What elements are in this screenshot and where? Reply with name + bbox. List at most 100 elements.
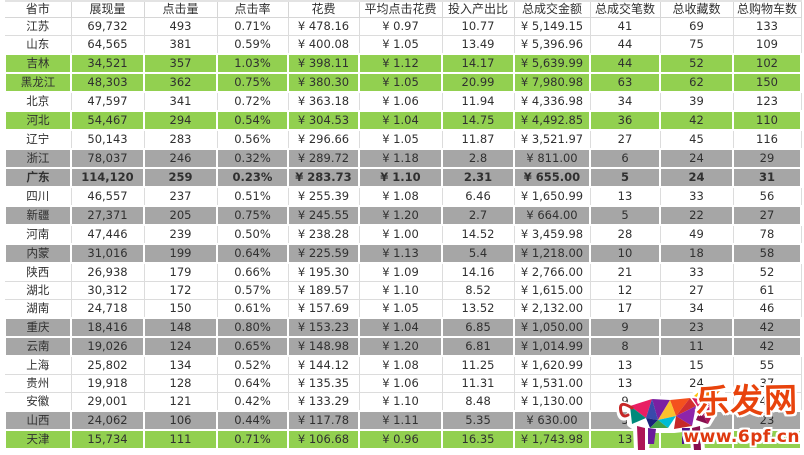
value-cell[interactable]: 31,016 — [70, 243, 145, 264]
value-cell[interactable]: ¥ 1.10 — [358, 392, 443, 412]
value-cell[interactable]: 36 — [589, 110, 661, 131]
value-cell[interactable]: 61 — [732, 281, 802, 300]
value-cell[interactable]: 0.71% — [216, 17, 289, 36]
value-cell[interactable]: 44 — [589, 53, 661, 74]
value-cell[interactable]: 55 — [732, 355, 802, 375]
province-cell[interactable]: 重庆 — [4, 317, 72, 338]
value-cell[interactable]: ¥ 1.05 — [358, 35, 443, 55]
value-cell[interactable]: 246 — [143, 148, 218, 169]
value-cell[interactable]: 27,371 — [70, 205, 145, 226]
value-cell[interactable]: ¥ 1,620.99 — [513, 355, 591, 375]
value-cell[interactable]: 63 — [589, 72, 661, 93]
value-cell[interactable]: ¥ 289.72 — [287, 148, 360, 169]
value-cell[interactable]: ¥ 630.00 — [513, 410, 591, 431]
value-cell[interactable]: ¥ 1.08 — [358, 186, 443, 207]
value-cell[interactable]: ¥ 1.06 — [358, 91, 443, 112]
value-cell[interactable]: 0.42% — [216, 392, 289, 412]
value-cell[interactable]: ¥ 106.68 — [287, 429, 360, 450]
value-cell[interactable]: 199 — [143, 243, 218, 264]
value-cell[interactable]: 10 — [589, 243, 661, 264]
value-cell[interactable]: 6 — [589, 148, 661, 169]
value-cell[interactable]: ¥ 1,743.98 — [513, 429, 591, 450]
value-cell[interactable]: 0.65% — [216, 336, 289, 357]
value-cell[interactable]: 294 — [143, 110, 218, 131]
value-cell[interactable]: 2.31 — [441, 167, 515, 188]
column-header-10[interactable]: 总购物车数 — [732, 0, 802, 18]
province-cell[interactable]: 河北 — [4, 110, 72, 131]
value-cell[interactable]: 24 — [732, 429, 802, 450]
value-cell[interactable]: ¥ 304.53 — [287, 110, 360, 131]
value-cell[interactable]: 11.87 — [441, 129, 515, 150]
value-cell[interactable]: 78,037 — [70, 148, 145, 169]
value-cell[interactable]: ¥ 2,132.00 — [513, 299, 591, 319]
value-cell[interactable]: 25,802 — [70, 355, 145, 375]
value-cell[interactable]: ¥ 1.20 — [358, 336, 443, 357]
column-header-0[interactable]: 省市 — [5, 0, 72, 18]
value-cell[interactable]: ¥ 225.59 — [287, 243, 360, 264]
value-cell[interactable]: ¥ 133.29 — [287, 392, 360, 412]
value-cell[interactable]: 29 — [732, 148, 802, 169]
value-cell[interactable]: 11 — [659, 429, 734, 450]
value-cell[interactable]: ¥ 664.00 — [513, 205, 591, 226]
value-cell[interactable]: 0.64% — [216, 374, 289, 393]
value-cell[interactable]: 29,001 — [70, 392, 145, 412]
value-cell[interactable]: ¥ 1.10 — [358, 167, 443, 188]
value-cell[interactable]: 0.57% — [216, 281, 289, 300]
value-cell[interactable]: ¥ 1.05 — [358, 129, 443, 150]
value-cell[interactable]: ¥ 5,149.15 — [513, 17, 591, 36]
value-cell[interactable]: 42 — [732, 317, 802, 338]
value-cell[interactable]: 20.99 — [441, 72, 515, 93]
value-cell[interactable]: 24 — [659, 374, 734, 393]
value-cell[interactable]: 128 — [143, 374, 218, 393]
value-cell[interactable]: ¥ 1.11 — [358, 410, 443, 431]
value-cell[interactable]: 8.52 — [441, 281, 515, 300]
value-cell[interactable]: 106 — [143, 410, 218, 431]
value-cell[interactable]: 49 — [659, 224, 734, 245]
value-cell[interactable]: 54,467 — [70, 110, 145, 131]
value-cell[interactable]: 150 — [143, 299, 218, 319]
province-cell[interactable]: 江苏 — [5, 17, 72, 36]
value-cell[interactable]: 0.72% — [216, 91, 289, 112]
value-cell[interactable]: 6.81 — [441, 336, 515, 357]
value-cell[interactable]: ¥ 4,336.98 — [513, 91, 591, 112]
value-cell[interactable]: ¥ 1.13 — [358, 243, 443, 264]
value-cell[interactable]: ¥ 157.69 — [287, 299, 360, 319]
value-cell[interactable]: 23 — [659, 317, 734, 338]
value-cell[interactable]: 15 — [659, 355, 734, 375]
value-cell[interactable]: 13.52 — [441, 299, 515, 319]
value-cell[interactable]: 114,120 — [70, 167, 145, 188]
column-header-8[interactable]: 总成交笔数 — [589, 0, 661, 18]
value-cell[interactable]: 13 — [589, 429, 661, 450]
province-cell[interactable]: 浙江 — [4, 148, 72, 169]
value-cell[interactable]: 179 — [143, 262, 218, 282]
value-cell[interactable]: ¥ 7,980.98 — [513, 72, 591, 93]
value-cell[interactable]: ¥ 811.00 — [513, 148, 591, 169]
value-cell[interactable]: ¥ 1.10 — [358, 281, 443, 300]
value-cell[interactable]: ¥ 296.66 — [287, 129, 360, 150]
column-header-5[interactable]: 平均点击花费 — [358, 0, 443, 18]
value-cell[interactable]: 9 — [589, 317, 661, 338]
value-cell[interactable]: 58 — [732, 243, 802, 264]
value-cell[interactable]: 15,734 — [70, 429, 145, 450]
value-cell[interactable]: ¥ 400.08 — [287, 35, 360, 55]
value-cell[interactable]: 21 — [589, 262, 661, 282]
value-cell[interactable]: 5 — [589, 410, 661, 431]
value-cell[interactable]: 150 — [732, 72, 802, 93]
value-cell[interactable]: 28 — [589, 224, 661, 245]
column-header-3[interactable]: 点击率 — [216, 0, 289, 18]
value-cell[interactable]: 22 — [659, 205, 734, 226]
value-cell[interactable]: 27 — [659, 281, 734, 300]
value-cell[interactable]: ¥ 363.18 — [287, 91, 360, 112]
column-header-7[interactable]: 总成交金额 — [513, 0, 591, 18]
value-cell[interactable]: 6.85 — [441, 317, 515, 338]
value-cell[interactable]: 123 — [732, 91, 802, 112]
value-cell[interactable]: ¥ 1.05 — [358, 72, 443, 93]
value-cell[interactable]: 12 — [589, 281, 661, 300]
value-cell[interactable]: 121 — [143, 392, 218, 412]
province-cell[interactable]: 湖南 — [5, 299, 72, 319]
value-cell[interactable]: ¥ 1.20 — [358, 205, 443, 226]
value-cell[interactable]: ¥ 195.30 — [287, 262, 360, 282]
value-cell[interactable]: 30,312 — [70, 281, 145, 300]
value-cell[interactable]: 259 — [143, 167, 218, 188]
value-cell[interactable]: 34,521 — [70, 53, 145, 74]
